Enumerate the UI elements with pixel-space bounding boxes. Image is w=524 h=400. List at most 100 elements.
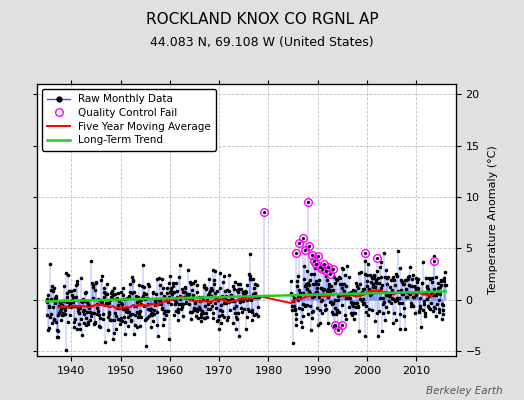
Point [418, 290, 427, 296]
Point [158, 305, 167, 311]
Point [191, 312, 200, 319]
Point [423, 284, 431, 290]
Point [287, 290, 295, 296]
Point [106, 290, 115, 296]
Point [223, 317, 231, 323]
Point [302, 280, 310, 287]
Point [300, 302, 309, 308]
Point [383, 280, 391, 287]
Legend: Raw Monthly Data, Quality Control Fail, Five Year Moving Average, Long-Term Tren: Raw Monthly Data, Quality Control Fail, … [42, 89, 216, 150]
Point [245, 271, 253, 277]
Point [159, 322, 168, 328]
Point [400, 281, 409, 287]
Point [60, 283, 68, 289]
Point [94, 323, 103, 329]
Point [103, 300, 112, 306]
Point [403, 294, 411, 300]
Point [297, 319, 305, 325]
Point [190, 304, 198, 311]
Point [180, 284, 189, 290]
Point [168, 291, 176, 298]
Point [315, 293, 323, 300]
Point [111, 291, 119, 297]
Point [129, 278, 137, 284]
Point [163, 299, 172, 305]
Point [233, 287, 241, 293]
Point [199, 282, 208, 288]
Point [247, 309, 256, 316]
Point [54, 334, 62, 340]
Point [303, 268, 312, 274]
Point [126, 281, 135, 288]
Point [333, 277, 341, 283]
Point [287, 278, 296, 284]
Point [157, 290, 165, 296]
Point [357, 269, 365, 275]
Point [321, 302, 329, 308]
Point [86, 312, 95, 319]
Point [83, 321, 92, 327]
Point [73, 280, 81, 287]
Point [434, 285, 442, 291]
Point [388, 295, 396, 302]
Point [204, 305, 213, 312]
Point [349, 302, 357, 309]
Point [54, 310, 63, 316]
Point [82, 322, 91, 328]
Point [219, 296, 227, 302]
Point [245, 307, 253, 314]
Point [222, 287, 231, 293]
Point [308, 309, 316, 315]
Point [211, 299, 219, 306]
Point [380, 299, 388, 306]
Point [179, 289, 187, 296]
Point [379, 310, 387, 316]
Point [186, 308, 194, 315]
Point [80, 320, 88, 326]
Point [343, 291, 351, 298]
Point [156, 298, 164, 304]
Point [248, 276, 257, 282]
Point [112, 326, 121, 332]
Point [144, 300, 152, 307]
Point [89, 283, 97, 290]
Point [334, 274, 343, 280]
Point [377, 285, 385, 291]
Point [435, 284, 444, 290]
Point [131, 311, 139, 318]
Point [135, 311, 144, 317]
Point [367, 278, 375, 285]
Point [108, 336, 117, 342]
Point [433, 300, 442, 307]
Point [310, 291, 318, 297]
Point [84, 318, 92, 325]
Point [87, 310, 95, 316]
Text: ROCKLAND KNOX CO RGNL AP: ROCKLAND KNOX CO RGNL AP [146, 12, 378, 27]
Point [347, 310, 355, 316]
Point [352, 280, 360, 286]
Point [429, 308, 437, 314]
Point [184, 300, 193, 307]
Point [117, 300, 126, 307]
Point [243, 296, 252, 303]
Point [307, 270, 315, 277]
Point [90, 310, 98, 317]
Point [102, 291, 110, 298]
Point [50, 317, 58, 324]
Point [237, 286, 245, 292]
Point [405, 282, 413, 288]
Point [226, 307, 234, 313]
Point [223, 297, 232, 304]
Point [393, 295, 401, 301]
Point [340, 288, 348, 294]
Point [375, 308, 384, 314]
Point [327, 298, 335, 305]
Point [333, 308, 342, 314]
Point [328, 309, 336, 315]
Point [206, 306, 214, 312]
Point [319, 286, 328, 292]
Point [111, 310, 119, 316]
Point [203, 296, 211, 303]
Point [170, 312, 179, 318]
Point [46, 314, 54, 320]
